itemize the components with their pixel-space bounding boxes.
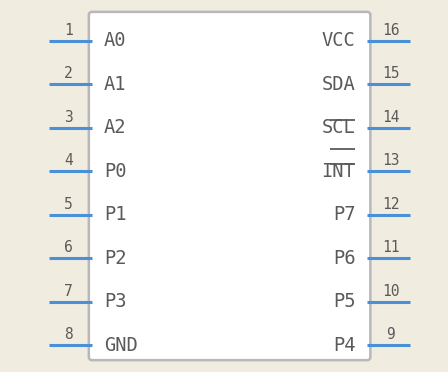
Text: P6: P6 <box>333 248 355 267</box>
Text: 3: 3 <box>64 110 73 125</box>
Text: 5: 5 <box>64 196 73 212</box>
Text: P7: P7 <box>333 205 355 224</box>
Text: 4: 4 <box>64 153 73 168</box>
Text: 2: 2 <box>64 66 73 81</box>
Text: SDA: SDA <box>322 74 355 94</box>
Text: 1: 1 <box>64 23 73 38</box>
Text: P2: P2 <box>104 248 126 267</box>
Text: A0: A0 <box>104 31 126 50</box>
Text: A1: A1 <box>104 74 126 94</box>
Text: 14: 14 <box>382 110 400 125</box>
Text: 11: 11 <box>382 240 400 255</box>
Text: INT: INT <box>322 161 355 180</box>
Text: 13: 13 <box>382 153 400 168</box>
Text: 9: 9 <box>386 327 395 342</box>
Text: GND: GND <box>104 336 138 355</box>
Text: 8: 8 <box>64 327 73 342</box>
Text: 15: 15 <box>382 66 400 81</box>
Text: 12: 12 <box>382 196 400 212</box>
Text: 6: 6 <box>64 240 73 255</box>
Text: P4: P4 <box>333 336 355 355</box>
Text: P0: P0 <box>104 161 126 180</box>
Text: 7: 7 <box>64 283 73 299</box>
Text: VCC: VCC <box>322 31 355 50</box>
Text: P3: P3 <box>104 292 126 311</box>
Text: P5: P5 <box>333 292 355 311</box>
FancyBboxPatch shape <box>89 12 370 360</box>
Text: SCL: SCL <box>322 118 355 137</box>
Text: 10: 10 <box>382 283 400 299</box>
Text: P1: P1 <box>104 205 126 224</box>
Text: 16: 16 <box>382 23 400 38</box>
Text: A2: A2 <box>104 118 126 137</box>
